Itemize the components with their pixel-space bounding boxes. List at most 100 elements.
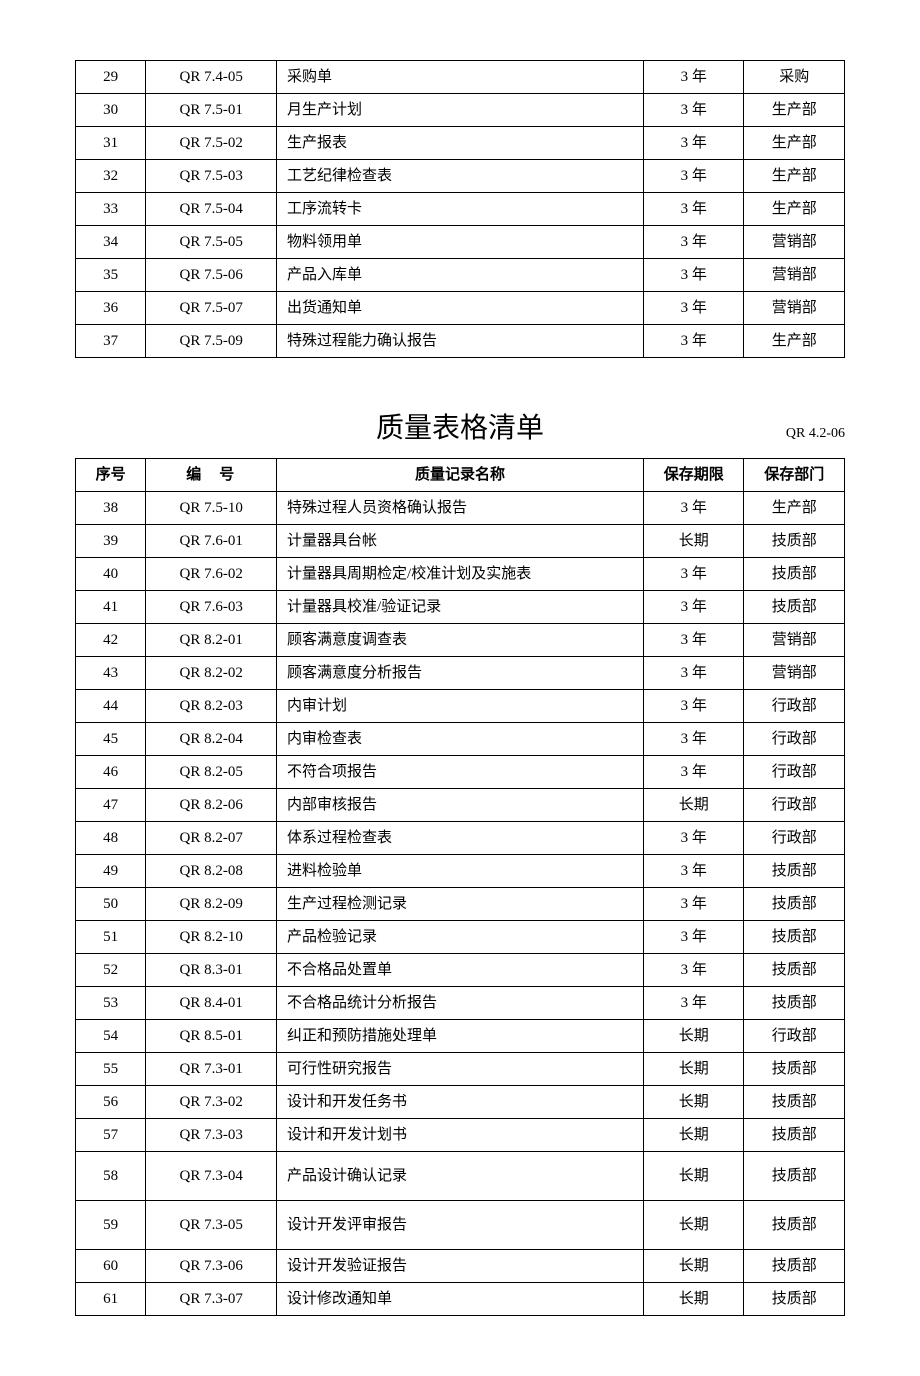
cell-seq: 53: [76, 987, 146, 1020]
cell-name: 进料检验单: [277, 855, 644, 888]
cell-code: QR 8.2-08: [146, 855, 277, 888]
cell-period: 3 年: [643, 624, 744, 657]
table-row: 40QR 7.6-02计量器具周期检定/校准计划及实施表3 年技质部: [76, 558, 845, 591]
cell-name: 特殊过程人员资格确认报告: [277, 492, 644, 525]
table-row: 50QR 8.2-09生产过程检测记录3 年技质部: [76, 888, 845, 921]
table-row: 39QR 7.6-01计量器具台帐长期技质部: [76, 525, 845, 558]
cell-dept: 行政部: [744, 756, 845, 789]
cell-code: QR 7.5-07: [146, 292, 277, 325]
cell-dept: 技质部: [744, 1053, 845, 1086]
cell-code: QR 7.3-03: [146, 1119, 277, 1152]
cell-dept: 技质部: [744, 525, 845, 558]
cell-code: QR 8.5-01: [146, 1020, 277, 1053]
table-row: 49QR 8.2-08进料检验单3 年技质部: [76, 855, 845, 888]
cell-seq: 33: [76, 193, 146, 226]
cell-code: QR 8.2-06: [146, 789, 277, 822]
cell-dept: 生产部: [744, 94, 845, 127]
cell-dept: 行政部: [744, 789, 845, 822]
cell-name: 不符合项报告: [277, 756, 644, 789]
cell-period: 长期: [643, 1283, 744, 1316]
cell-seq: 58: [76, 1152, 146, 1201]
cell-code: QR 7.3-07: [146, 1283, 277, 1316]
cell-period: 长期: [643, 1250, 744, 1283]
cell-code: QR 7.6-03: [146, 591, 277, 624]
cell-period: 3 年: [643, 193, 744, 226]
cell-dept: 技质部: [744, 1119, 845, 1152]
cell-seq: 49: [76, 855, 146, 888]
cell-name: 工艺纪律检查表: [277, 160, 644, 193]
cell-name: 设计开发验证报告: [277, 1250, 644, 1283]
cell-code: QR 7.5-03: [146, 160, 277, 193]
cell-seq: 42: [76, 624, 146, 657]
cell-code: QR 8.2-09: [146, 888, 277, 921]
cell-period: 3 年: [643, 591, 744, 624]
table-row: 60QR 7.3-06设计开发验证报告长期技质部: [76, 1250, 845, 1283]
header-name: 质量记录名称: [277, 459, 644, 492]
cell-dept: 技质部: [744, 921, 845, 954]
cell-seq: 35: [76, 259, 146, 292]
cell-code: QR 8.2-02: [146, 657, 277, 690]
cell-code: QR 7.3-06: [146, 1250, 277, 1283]
table-row: 37QR 7.5-09特殊过程能力确认报告3 年生产部: [76, 325, 845, 358]
cell-seq: 46: [76, 756, 146, 789]
cell-name: 产品入库单: [277, 259, 644, 292]
cell-period: 长期: [643, 1119, 744, 1152]
cell-period: 3 年: [643, 690, 744, 723]
cell-seq: 55: [76, 1053, 146, 1086]
cell-name: 产品设计确认记录: [277, 1152, 644, 1201]
table-row: 47QR 8.2-06内部审核报告长期行政部: [76, 789, 845, 822]
table-row: 44QR 8.2-03内审计划3 年行政部: [76, 690, 845, 723]
section-title-row: 质量表格清单 QR 4.2-06: [75, 406, 845, 446]
cell-code: QR 7.5-04: [146, 193, 277, 226]
section-gap: [75, 358, 845, 406]
quality-table-1: 29QR 7.4-05采购单3 年采购30QR 7.5-01月生产计划3 年生产…: [75, 60, 845, 358]
table-row: 61QR 7.3-07设计修改通知单长期技质部: [76, 1283, 845, 1316]
cell-name: 内审计划: [277, 690, 644, 723]
cell-dept: 营销部: [744, 226, 845, 259]
cell-dept: 行政部: [744, 1020, 845, 1053]
cell-name: 生产过程检测记录: [277, 888, 644, 921]
table-row: 57QR 7.3-03设计和开发计划书长期技质部: [76, 1119, 845, 1152]
cell-period: 3 年: [643, 855, 744, 888]
cell-code: QR 8.2-07: [146, 822, 277, 855]
cell-name: 特殊过程能力确认报告: [277, 325, 644, 358]
cell-period: 长期: [643, 1053, 744, 1086]
table-row: 30QR 7.5-01月生产计划3 年生产部: [76, 94, 845, 127]
cell-dept: 技质部: [744, 954, 845, 987]
cell-seq: 40: [76, 558, 146, 591]
cell-dept: 生产部: [744, 160, 845, 193]
table-row: 54QR 8.5-01纠正和预防措施处理单长期行政部: [76, 1020, 845, 1053]
cell-seq: 36: [76, 292, 146, 325]
cell-seq: 38: [76, 492, 146, 525]
cell-period: 3 年: [643, 987, 744, 1020]
cell-period: 3 年: [643, 657, 744, 690]
cell-code: QR 7.4-05: [146, 61, 277, 94]
cell-period: 3 年: [643, 94, 744, 127]
cell-name: 采购单: [277, 61, 644, 94]
cell-period: 长期: [643, 1086, 744, 1119]
section-title: 质量表格清单: [376, 406, 544, 446]
cell-dept: 营销部: [744, 259, 845, 292]
cell-name: 内审检查表: [277, 723, 644, 756]
cell-dept: 技质部: [744, 1201, 845, 1250]
cell-seq: 39: [76, 525, 146, 558]
cell-period: 3 年: [643, 160, 744, 193]
table-row: 36QR 7.5-07出货通知单3 年营销部: [76, 292, 845, 325]
cell-name: 不合格品处置单: [277, 954, 644, 987]
cell-seq: 32: [76, 160, 146, 193]
cell-seq: 41: [76, 591, 146, 624]
cell-name: 纠正和预防措施处理单: [277, 1020, 644, 1053]
cell-seq: 48: [76, 822, 146, 855]
cell-code: QR 7.5-09: [146, 325, 277, 358]
cell-name: 计量器具校准/验证记录: [277, 591, 644, 624]
cell-period: 3 年: [643, 558, 744, 591]
header-dept: 保存部门: [744, 459, 845, 492]
table-header-row: 序号 编号 质量记录名称 保存期限 保存部门: [76, 459, 845, 492]
cell-period: 长期: [643, 1201, 744, 1250]
cell-period: 3 年: [643, 888, 744, 921]
table-row: 38QR 7.5-10特殊过程人员资格确认报告3 年生产部: [76, 492, 845, 525]
cell-period: 3 年: [643, 259, 744, 292]
table-row: 55QR 7.3-01可行性研究报告长期技质部: [76, 1053, 845, 1086]
table-row: 43QR 8.2-02顾客满意度分析报告3 年营销部: [76, 657, 845, 690]
cell-code: QR 7.5-05: [146, 226, 277, 259]
